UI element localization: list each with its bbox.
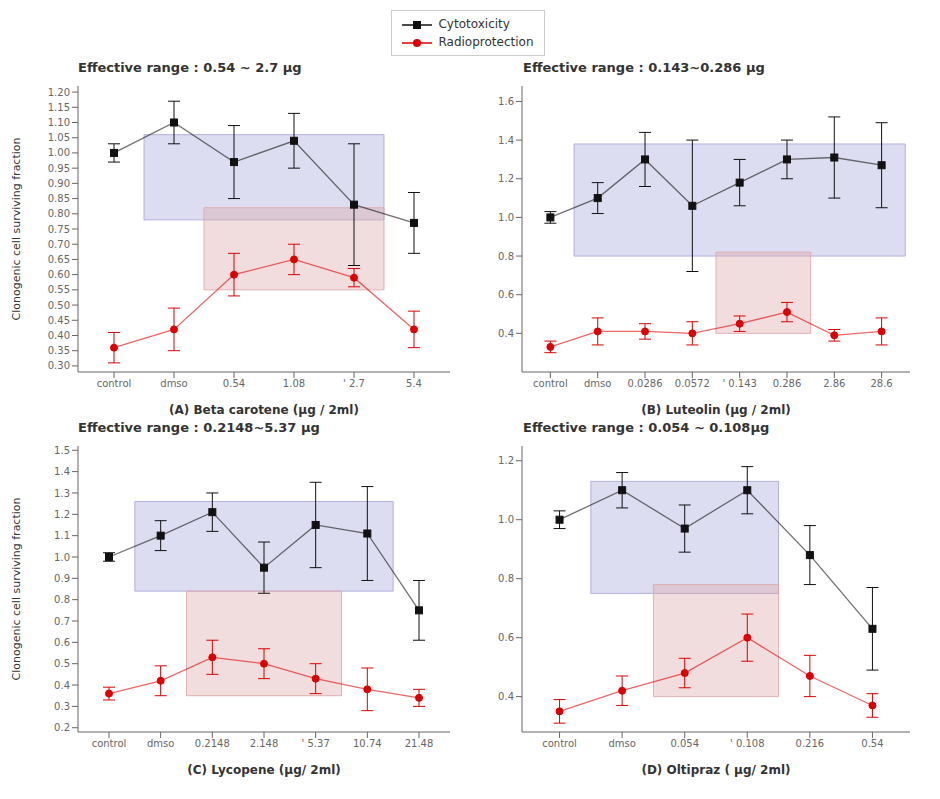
svg-text:1.0: 1.0 [498, 212, 514, 223]
svg-text:1.4: 1.4 [54, 466, 70, 477]
svg-text:0.8: 0.8 [498, 251, 514, 262]
svg-text:21.48: 21.48 [405, 738, 434, 749]
svg-text:1.10: 1.10 [48, 117, 70, 128]
svg-text:0.65: 0.65 [48, 254, 70, 265]
svg-text:1.05: 1.05 [48, 132, 70, 143]
svg-text:dmso: dmso [584, 378, 611, 389]
svg-text:0.35: 0.35 [48, 345, 70, 356]
svg-text:(C) Lycopene (μg/ 2ml): (C) Lycopene (μg/ 2ml) [187, 763, 340, 777]
svg-text:Clonogenic cell surviving frac: Clonogenic cell surviving fraction [10, 497, 23, 680]
html-text:Effective range : 0.54 ~ 2.7 μ: Effective range : 0.54 ~ 2.7 μg [78, 60, 302, 75]
svg-text:1.0: 1.0 [498, 514, 514, 525]
svg-text:0.55: 0.55 [48, 284, 70, 295]
svg-text:0.54: 0.54 [223, 378, 245, 389]
svg-text:(A) Beta carotene (μg / 2ml): (A) Beta carotene (μg / 2ml) [169, 403, 359, 417]
svg-text:0.90: 0.90 [48, 178, 70, 189]
svg-text:' 2.7: ' 2.7 [343, 378, 365, 389]
svg-text:' 0.108: ' 0.108 [730, 738, 765, 749]
svg-text:0.85: 0.85 [48, 193, 70, 204]
svg-text:1.3: 1.3 [54, 488, 70, 499]
html-text:Radioprotection: Radioprotection [438, 35, 534, 49]
svg-text:28.6: 28.6 [870, 378, 892, 389]
svg-text:2.148: 2.148 [250, 738, 279, 749]
svg-text:' 0.143: ' 0.143 [722, 378, 757, 389]
svg-text:0.70: 0.70 [48, 239, 70, 250]
svg-text:0.7: 0.7 [54, 616, 70, 627]
svg-text:1.2: 1.2 [498, 173, 514, 184]
svg-text:dmso: dmso [608, 738, 635, 749]
svg-text:0.95: 0.95 [48, 163, 70, 174]
svg-text:dmso: dmso [147, 738, 174, 749]
svg-text:2.86: 2.86 [823, 378, 845, 389]
svg-text:0.80: 0.80 [48, 208, 70, 219]
svg-text:0.6: 0.6 [498, 632, 514, 643]
svg-text:0.5: 0.5 [54, 658, 70, 669]
svg-text:0.40: 0.40 [48, 330, 70, 341]
svg-text:0.0286: 0.0286 [628, 378, 663, 389]
svg-text:0.054: 0.054 [670, 738, 699, 749]
svg-text:0.9: 0.9 [54, 573, 70, 584]
svg-text:(D) Oltipraz ( μg/ 2ml): (D) Oltipraz ( μg/ 2ml) [641, 763, 790, 777]
svg-text:0.2148: 0.2148 [195, 738, 230, 749]
svg-text:1.1: 1.1 [54, 530, 70, 541]
html-text:Effective range : 0.2148~5.37: Effective range : 0.2148~5.37 μg [78, 420, 320, 435]
svg-text:0.8: 0.8 [54, 594, 70, 605]
svg-text:0.286: 0.286 [773, 378, 802, 389]
svg-text:1.6: 1.6 [498, 96, 514, 107]
svg-text:0.4: 0.4 [498, 328, 514, 339]
svg-text:0.4: 0.4 [498, 691, 514, 702]
svg-text:5.4: 5.4 [406, 378, 422, 389]
svg-text:0.54: 0.54 [861, 738, 883, 749]
svg-text:0.2: 0.2 [54, 722, 70, 733]
html-text:Effective range : 0.143~0.286: Effective range : 0.143~0.286 μg [523, 60, 765, 75]
svg-text:(B) Luteolin (μg / 2ml): (B) Luteolin (μg / 2ml) [641, 403, 791, 417]
svg-text:0.6: 0.6 [54, 637, 70, 648]
svg-text:0.8: 0.8 [498, 573, 514, 584]
svg-text:control: control [533, 378, 568, 389]
svg-text:1.2: 1.2 [54, 509, 70, 520]
html-text:Effective range : 0.054 ~ 0.10: Effective range : 0.054 ~ 0.108μg [523, 420, 770, 435]
svg-text:1.08: 1.08 [283, 378, 305, 389]
svg-text:1.5: 1.5 [54, 445, 70, 456]
svg-text:0.0572: 0.0572 [675, 378, 710, 389]
svg-text:0.75: 0.75 [48, 224, 70, 235]
svg-text:control: control [92, 738, 127, 749]
svg-text:1.15: 1.15 [48, 102, 70, 113]
svg-text:1.4: 1.4 [498, 135, 514, 146]
svg-text:0.45: 0.45 [48, 315, 70, 326]
svg-text:1.2: 1.2 [498, 455, 514, 466]
html-text:Cytotoxicity: Cytotoxicity [438, 17, 510, 31]
svg-text:control: control [97, 378, 132, 389]
svg-text:Clonogenic cell surviving frac: Clonogenic cell surviving fraction [10, 137, 23, 320]
svg-text:' 5.37: ' 5.37 [302, 738, 330, 749]
svg-text:0.30: 0.30 [48, 360, 70, 371]
svg-text:0.60: 0.60 [48, 269, 70, 280]
svg-text:0.4: 0.4 [54, 680, 70, 691]
svg-text:1.20: 1.20 [48, 87, 70, 98]
svg-text:0.50: 0.50 [48, 300, 70, 311]
svg-text:1.00: 1.00 [48, 147, 70, 158]
svg-text:1.0: 1.0 [54, 552, 70, 563]
svg-text:control: control [542, 738, 577, 749]
svg-text:0.6: 0.6 [498, 289, 514, 300]
svg-text:10.74: 10.74 [353, 738, 382, 749]
svg-text:dmso: dmso [160, 378, 187, 389]
svg-text:0.216: 0.216 [796, 738, 825, 749]
svg-text:0.3: 0.3 [54, 701, 70, 712]
